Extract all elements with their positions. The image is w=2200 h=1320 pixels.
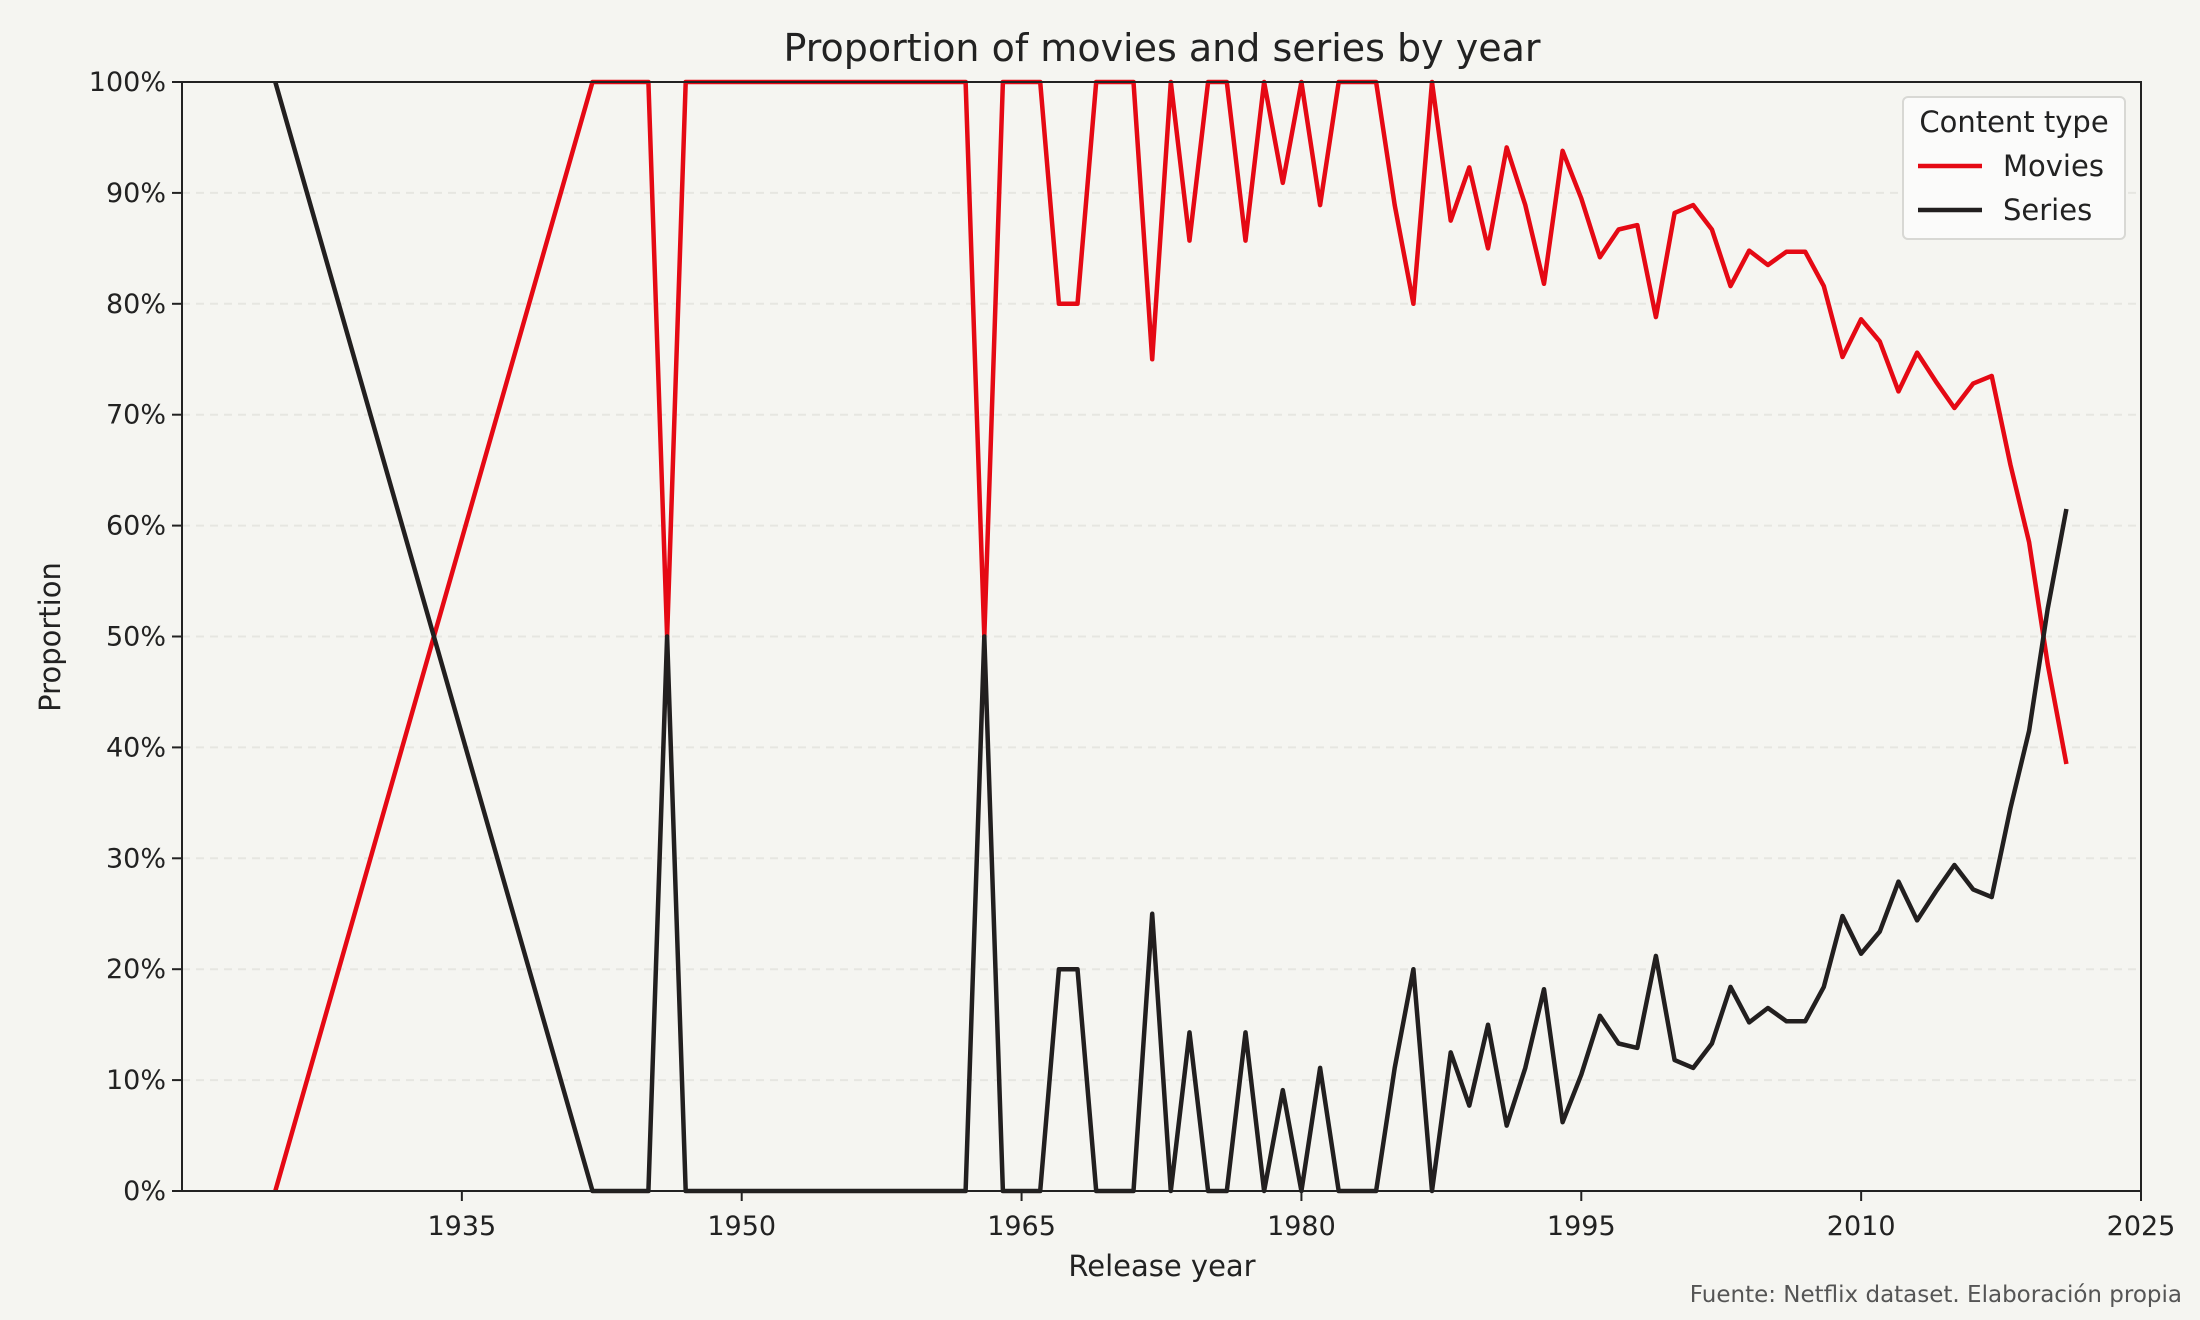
y-tick-label: 50% — [106, 622, 166, 653]
x-tick-label: 2010 — [1827, 1211, 1896, 1242]
y-tick-label: 80% — [106, 289, 166, 320]
source-note: Fuente: Netflix dataset. Elaboración pro… — [1690, 1282, 2182, 1308]
x-tick-label: 1935 — [427, 1211, 496, 1242]
y-tick-label: 60% — [106, 511, 166, 542]
y-tick-label: 100% — [89, 67, 166, 98]
x-tick-label: 1965 — [987, 1211, 1056, 1242]
y-tick-label: 20% — [106, 954, 166, 985]
x-axis: 1935 1950 1965 1980 1995 2010 2025 — [427, 1191, 2175, 1242]
y-tick-label: 30% — [106, 843, 166, 874]
legend: Content type Movies Series — [1902, 96, 2126, 240]
chart-title: Proportion of movies and series by year — [783, 26, 1540, 70]
x-tick-label: 1995 — [1547, 1211, 1616, 1242]
y-tick-label: 90% — [106, 178, 166, 209]
y-tick-label: 10% — [106, 1065, 166, 1096]
y-tick-label: 40% — [106, 732, 166, 763]
x-tick-label: 1980 — [1267, 1211, 1336, 1242]
x-axis-title: Release year — [1068, 1249, 1255, 1283]
legend-title: Content type — [1919, 105, 2108, 139]
legend-label-series: Series — [2003, 193, 2092, 227]
gridlines — [182, 191, 2141, 1082]
legend-label-movies: Movies — [2003, 149, 2104, 183]
y-tick-label: 70% — [106, 400, 166, 431]
x-tick-label: 2025 — [2107, 1211, 2176, 1242]
y-axis: 0% 10% 20% 30% 40% 50% 60% 70% 80% 90% 100% — [89, 67, 182, 1207]
legend-box — [1902, 96, 2126, 240]
y-axis-title: Proportion — [33, 562, 67, 712]
y-tick-label: 0% — [123, 1176, 166, 1207]
x-tick-label: 1950 — [707, 1211, 776, 1242]
